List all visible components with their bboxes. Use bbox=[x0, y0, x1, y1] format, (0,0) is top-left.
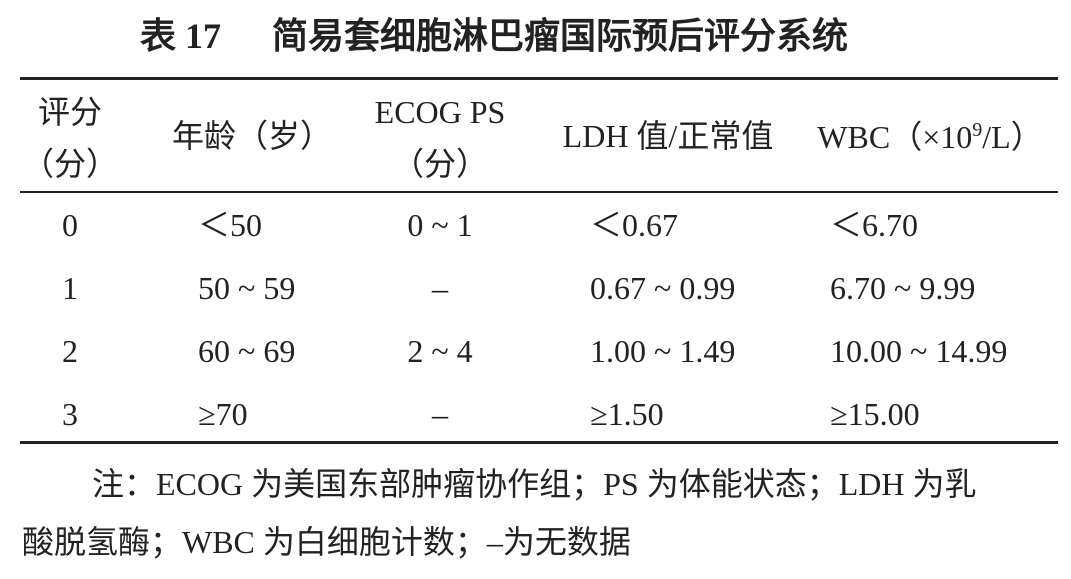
table-cell: ≥1.50 bbox=[590, 396, 664, 432]
header-rule bbox=[20, 191, 1058, 193]
header-cell: ECOG PS bbox=[374, 94, 506, 130]
table-cell: ≥70 bbox=[198, 396, 248, 432]
header-cell: （分） bbox=[21, 146, 119, 182]
table-cell: 10.00 ~ 14.99 bbox=[830, 333, 1008, 369]
table-cell: 3 bbox=[62, 396, 78, 432]
table-cell: – bbox=[432, 270, 448, 306]
header-cell: 评分 bbox=[37, 94, 103, 130]
note-line: 酸脱氢酶；WBC 为白细胞计数；–为无数据 bbox=[22, 524, 631, 560]
table-cell: ＜6.70 bbox=[830, 207, 919, 243]
table-label: 表 17 bbox=[140, 16, 222, 56]
table-cell: 60 ~ 69 bbox=[198, 333, 296, 369]
header-text: 9 bbox=[972, 119, 983, 141]
header-cell: 年龄（岁） bbox=[171, 118, 333, 154]
table-cell: 2 ~ 4 bbox=[407, 333, 473, 369]
header-text: WBC（×10 bbox=[817, 119, 973, 155]
table-cell: ＜0.67 bbox=[590, 207, 679, 243]
header-cell: WBC（×109/L） bbox=[817, 120, 1042, 153]
table-cell: 0 ~ 1 bbox=[407, 207, 473, 243]
table-cell: 2 bbox=[62, 333, 78, 369]
header-text: /L） bbox=[982, 119, 1043, 155]
top-rule bbox=[20, 77, 1058, 80]
header-cell: LDH 值/正常值 bbox=[562, 118, 774, 154]
table-cell: ＜50 bbox=[198, 207, 263, 243]
table-cell: 0.67 ~ 0.99 bbox=[590, 270, 736, 306]
table-cell: – bbox=[432, 396, 448, 432]
bottom-rule bbox=[20, 441, 1058, 444]
table-title: 简易套细胞淋巴瘤国际预后评分系统 bbox=[272, 16, 849, 56]
table-cell: ≥15.00 bbox=[830, 396, 920, 432]
table-cell: 6.70 ~ 9.99 bbox=[830, 270, 976, 306]
table-cell: 0 bbox=[62, 207, 78, 243]
table-cell: 1 bbox=[62, 270, 78, 306]
table-cell: 50 ~ 59 bbox=[198, 270, 296, 306]
table-cell: 1.00 ~ 1.49 bbox=[590, 333, 736, 369]
note-line: 注：ECOG 为美国东部肿瘤协作组；PS 为体能状态；LDH 为乳 bbox=[92, 466, 977, 502]
header-cell: （分） bbox=[391, 146, 489, 182]
